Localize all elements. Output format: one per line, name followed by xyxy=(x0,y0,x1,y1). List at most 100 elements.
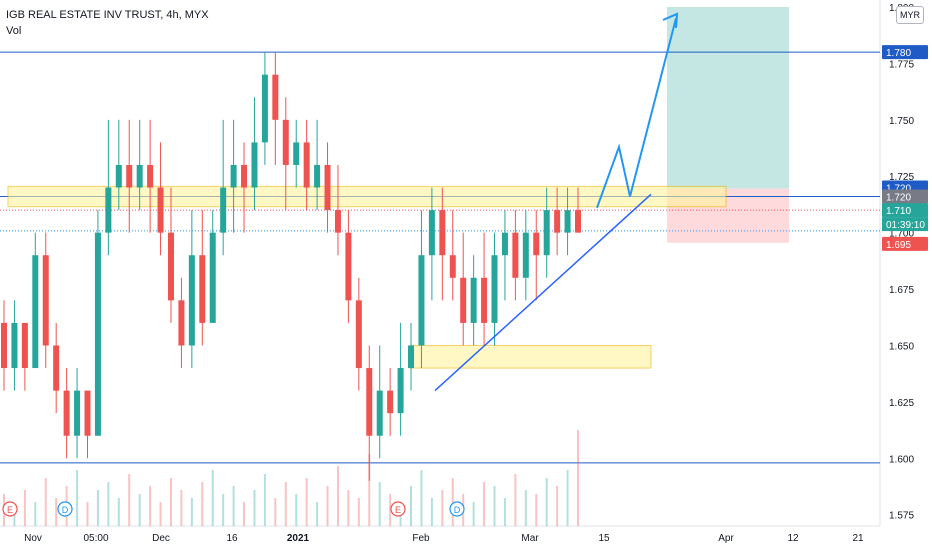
y-tick-label: 1.700 xyxy=(889,229,914,240)
candle-body xyxy=(63,390,70,436)
dividend-marker: D xyxy=(57,501,73,517)
x-tick-label: Nov xyxy=(24,533,42,544)
candle-body xyxy=(554,210,561,233)
candle-body xyxy=(199,255,206,323)
currency-button[interactable]: MYR xyxy=(896,6,924,24)
x-tick-label: 21 xyxy=(852,533,864,544)
y-tick-label: 1.675 xyxy=(889,285,914,296)
marker-label: D xyxy=(62,505,69,515)
candle-body xyxy=(397,368,404,414)
candle-body xyxy=(418,255,425,346)
volume-bar xyxy=(96,490,99,526)
volume-label: Vol xyxy=(6,25,22,37)
volume-bar xyxy=(410,486,413,526)
volume-bar xyxy=(253,490,256,526)
candle-body xyxy=(209,232,216,323)
volume-bar xyxy=(535,494,538,526)
x-tick-label: 16 xyxy=(226,533,238,544)
candle-body xyxy=(366,368,373,436)
countdown-tag xyxy=(882,217,928,232)
candle-body xyxy=(564,210,571,233)
volume-bar xyxy=(524,490,527,526)
marker-circle xyxy=(449,501,465,517)
candle-body xyxy=(543,210,550,256)
candle-body xyxy=(501,232,508,256)
marker-label: E xyxy=(395,505,401,515)
y-tick-label: 1.600 xyxy=(889,454,914,465)
volume-bar xyxy=(545,478,548,526)
volume-bar xyxy=(284,482,287,526)
resistance-zone xyxy=(7,185,727,208)
candle-body xyxy=(355,300,362,369)
price-tag-label: 1.695 xyxy=(886,240,911,251)
volume-bar xyxy=(347,490,350,526)
volume-bar xyxy=(55,498,58,526)
candle-body xyxy=(147,164,154,188)
volume-bar xyxy=(86,502,89,526)
trendline xyxy=(434,193,652,392)
target-zone xyxy=(667,7,789,189)
x-tick-label: Mar xyxy=(521,533,539,544)
dividend-marker: D xyxy=(449,501,465,517)
volume-bar xyxy=(556,486,559,526)
candle-body xyxy=(105,187,112,233)
volume-bar xyxy=(107,482,110,526)
candle-body xyxy=(481,277,488,323)
volume-bar xyxy=(211,470,214,526)
candle-body xyxy=(115,164,122,188)
candle-body xyxy=(512,232,519,278)
candle-body xyxy=(136,164,143,188)
candle-body xyxy=(167,232,174,301)
candle-body xyxy=(303,142,310,188)
candle-body xyxy=(157,187,164,233)
candle-body xyxy=(293,142,300,165)
volume-bar xyxy=(274,498,277,526)
price-tag-label: 1.720 xyxy=(886,193,911,204)
volume-bar xyxy=(336,466,339,526)
volume-bar xyxy=(326,486,329,526)
candle-body xyxy=(11,322,18,369)
candle-body xyxy=(230,164,237,188)
volume-bar xyxy=(222,494,225,526)
volume-bar xyxy=(263,474,266,526)
earnings-marker: E xyxy=(2,501,18,517)
x-tick-label: 2021 xyxy=(287,533,310,544)
volume-bar xyxy=(441,490,444,526)
candle-body xyxy=(408,345,415,369)
volume-bar xyxy=(13,506,16,526)
volume-bar xyxy=(295,494,298,526)
volume-bar xyxy=(451,478,454,526)
candle-body xyxy=(460,277,467,323)
x-tick-label: Apr xyxy=(718,533,734,544)
candle-body xyxy=(32,255,39,369)
candle-body xyxy=(439,210,446,256)
candle-body xyxy=(42,255,49,346)
price-tag-label: 1.780 xyxy=(886,48,911,59)
support-zone xyxy=(409,344,652,369)
candle-body xyxy=(491,255,498,323)
candle-body xyxy=(449,255,456,278)
candle-body xyxy=(470,277,477,323)
candle-body xyxy=(21,322,28,369)
candle-body xyxy=(282,119,289,165)
candle-body xyxy=(345,232,352,301)
y-tick-label: 1.575 xyxy=(889,511,914,522)
volume-bar xyxy=(34,502,37,526)
volume-bar xyxy=(389,494,392,526)
price-tag xyxy=(882,236,928,251)
candle-body xyxy=(178,300,185,346)
x-tick-label: 15 xyxy=(598,533,610,544)
projection-arrowhead xyxy=(662,12,679,29)
price-tag xyxy=(882,45,928,60)
y-tick-label: 1.650 xyxy=(889,341,914,352)
volume-bar xyxy=(149,486,152,526)
candle-body xyxy=(533,232,540,256)
volume-bar xyxy=(128,474,131,526)
candle-body xyxy=(188,255,195,346)
candle-body xyxy=(261,74,268,143)
volume-bar xyxy=(305,478,308,526)
candle-body xyxy=(74,390,81,436)
candle-body xyxy=(522,232,529,278)
marker-label: E xyxy=(7,505,13,515)
